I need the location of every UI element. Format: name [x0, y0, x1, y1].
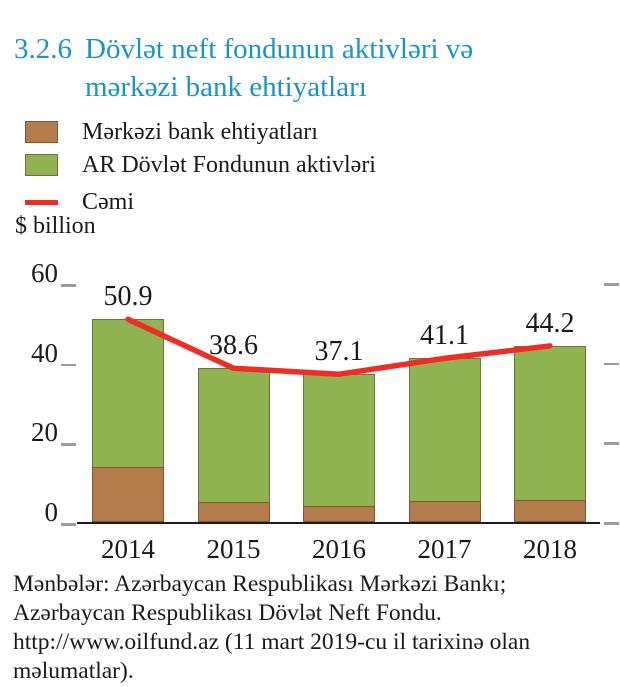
y-axis-tick-left-60 [61, 284, 76, 287]
section-number: 3.2.6 [14, 33, 72, 65]
data-label-2018: 44.2 [525, 307, 575, 339]
bar-reserves-2018 [514, 499, 586, 522]
x-axis-label-2018: 2018 [523, 534, 577, 564]
y-axis-tick-label-0: 0 [44, 497, 59, 527]
title-line-2: mərkəzi bank ehtiyatları [85, 71, 367, 103]
y-axis-tick-left-0 [61, 523, 76, 526]
chart-area: 60 40 20 0 50.9 2014 38.6 2015 37.1 2016 41.1 2017 4… [0, 255, 620, 570]
legend-label-total: Cəmi [82, 188, 134, 215]
bar-fund-2017 [408, 358, 481, 502]
y-axis-tick-label-40: 40 [31, 337, 58, 368]
bar-fund-2016 [303, 374, 375, 508]
y-axis-tick-right-60 [604, 283, 619, 286]
data-label-2014: 50.9 [103, 281, 153, 313]
bar-reserves-2016 [303, 506, 375, 522]
data-label-2015: 38.6 [209, 330, 258, 362]
bar-fund-2015 [197, 368, 270, 504]
x-axis-label-2017: 2017 [417, 534, 472, 564]
section-title: 3.2.6 Dövlət neft fondunun aktivləri və … [14, 30, 473, 106]
y-axis-tick-label-20: 20 [31, 417, 58, 448]
title-line-1: Dövlət neft fondunun aktivləri və [85, 33, 474, 65]
y-axis-tick-left-40 [61, 363, 76, 367]
legend-swatch-reserves [25, 121, 58, 143]
legend-label-fund: AR Dövlət Fondunun aktivləri [82, 151, 376, 178]
legend-item-total: Cəmi [25, 188, 134, 215]
bar-fund-2018 [514, 345, 586, 501]
data-label-2016: 37.1 [314, 336, 364, 368]
section-title-text: Dövlət neft fondunun aktivləri və mərkəz… [85, 30, 473, 106]
legend-label-reserves: Mərkəzi bank ehtiyatları [82, 118, 318, 145]
source-note: Mənbələr: Azərbaycan Respublikası Mərkəz… [13, 571, 531, 684]
bar-fund-2014 [92, 319, 164, 469]
legend-item-reserves: Mərkəzi bank ehtiyatları [25, 118, 318, 145]
legend-line-sample-total [25, 199, 58, 205]
x-axis-line [77, 521, 600, 524]
x-axis-label-2016: 2016 [312, 534, 366, 564]
y-axis-tick-right-40 [604, 362, 619, 366]
bar-reserves-2015 [197, 502, 270, 522]
bar-reserves-2014 [92, 467, 164, 522]
legend-swatch-fund [25, 154, 58, 176]
y-axis-tick-label-60: 60 [31, 258, 58, 288]
data-label-2017: 41.1 [420, 320, 469, 352]
y-axis-tick-right-0 [604, 522, 619, 525]
y-axis-tick-left-20 [61, 443, 76, 446]
axis-unit-label: $ billion [15, 213, 96, 239]
bar-reserves-2017 [408, 500, 481, 522]
legend-item-fund: AR Dövlət Fondunun aktivləri [25, 151, 376, 178]
y-axis-tick-right-20 [604, 442, 619, 445]
x-axis-label-2015: 2015 [206, 534, 261, 564]
x-axis-label-2014: 2014 [101, 534, 155, 564]
